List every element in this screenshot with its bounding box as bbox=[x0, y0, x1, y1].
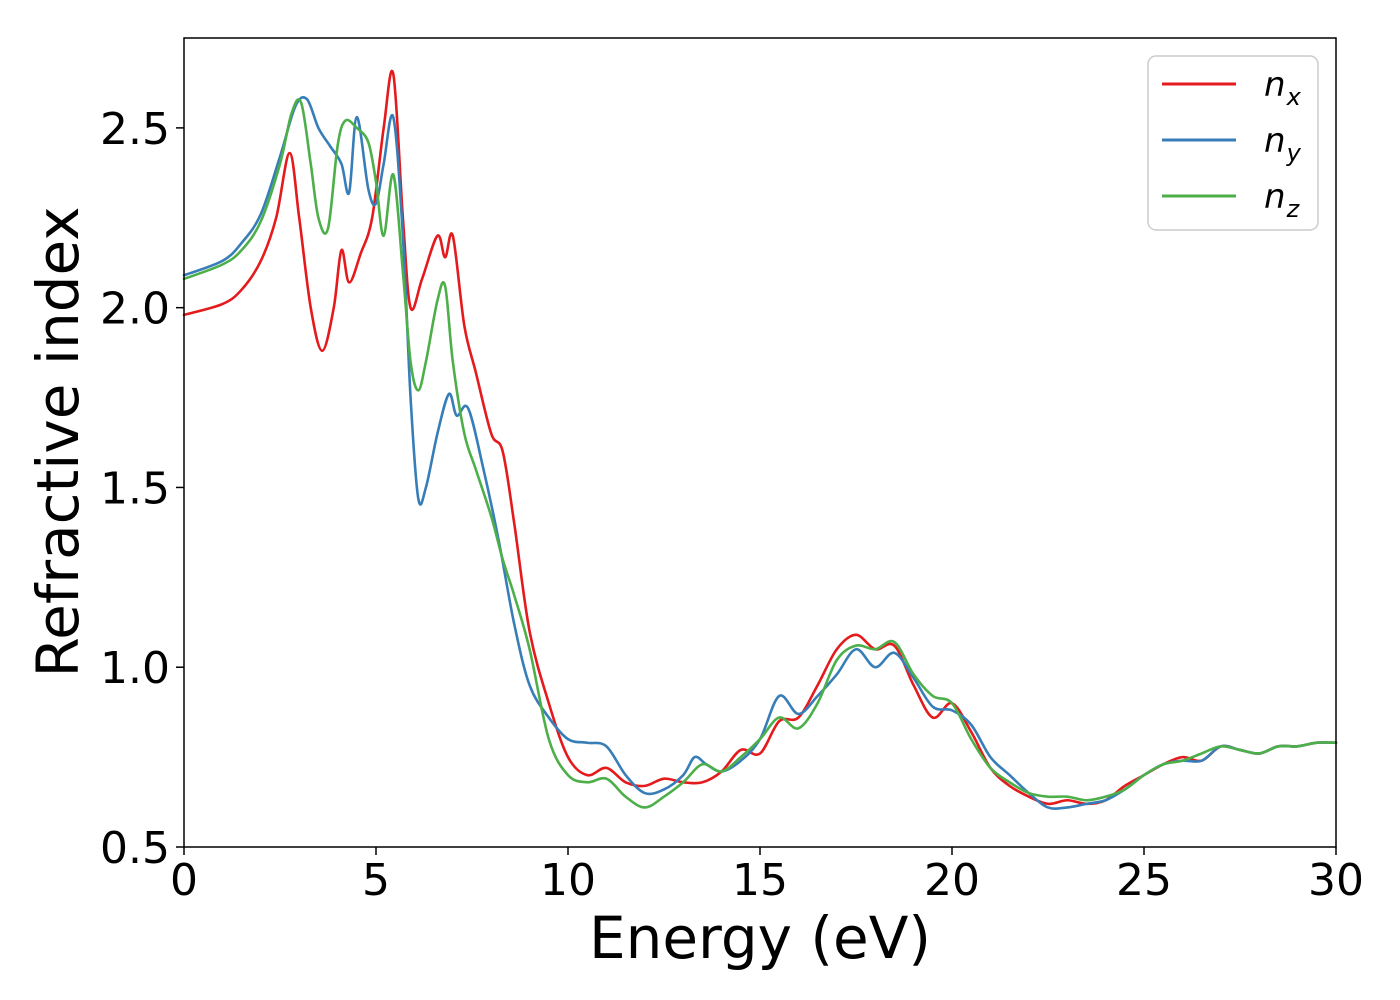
x-tick-label: 30 bbox=[1308, 855, 1364, 906]
y-tick-label: 1.5 bbox=[100, 463, 170, 514]
series-line-y bbox=[182, 95, 1338, 810]
x-tick-label: 25 bbox=[1116, 855, 1172, 906]
y-axis-title: Refractive index bbox=[24, 206, 92, 677]
y-tick-label: 0.5 bbox=[100, 823, 170, 874]
x-axis-ticks: 0 5 10 15 20 25 30 bbox=[170, 847, 1364, 906]
x-tick-label: 15 bbox=[732, 855, 788, 906]
x-axis-title: Energy (eV) bbox=[589, 904, 931, 972]
legend-label-y: ny bbox=[1264, 121, 1302, 167]
x-tick-label: 10 bbox=[540, 855, 596, 906]
y-tick-label: 1.0 bbox=[100, 643, 170, 694]
y-tick-label: 2.5 bbox=[100, 104, 170, 155]
legend-entries: nx ny nz bbox=[1162, 65, 1302, 223]
legend-box bbox=[1147, 55, 1319, 231]
series-line-z bbox=[182, 98, 1338, 809]
legend: nx ny nz bbox=[1147, 55, 1319, 231]
legend-label-z: nz bbox=[1264, 177, 1301, 223]
legend-label-x: nx bbox=[1264, 65, 1302, 111]
series-layer bbox=[182, 69, 1338, 810]
y-axis-ticks: 0.5 1.0 1.5 2.0 2.5 bbox=[100, 104, 184, 874]
x-tick-label: 20 bbox=[924, 855, 980, 906]
y-tick-label: 2.0 bbox=[100, 284, 170, 335]
x-tick-label: 0 bbox=[170, 855, 198, 906]
plot-background bbox=[184, 38, 1336, 847]
x-tick-label: 5 bbox=[362, 855, 390, 906]
